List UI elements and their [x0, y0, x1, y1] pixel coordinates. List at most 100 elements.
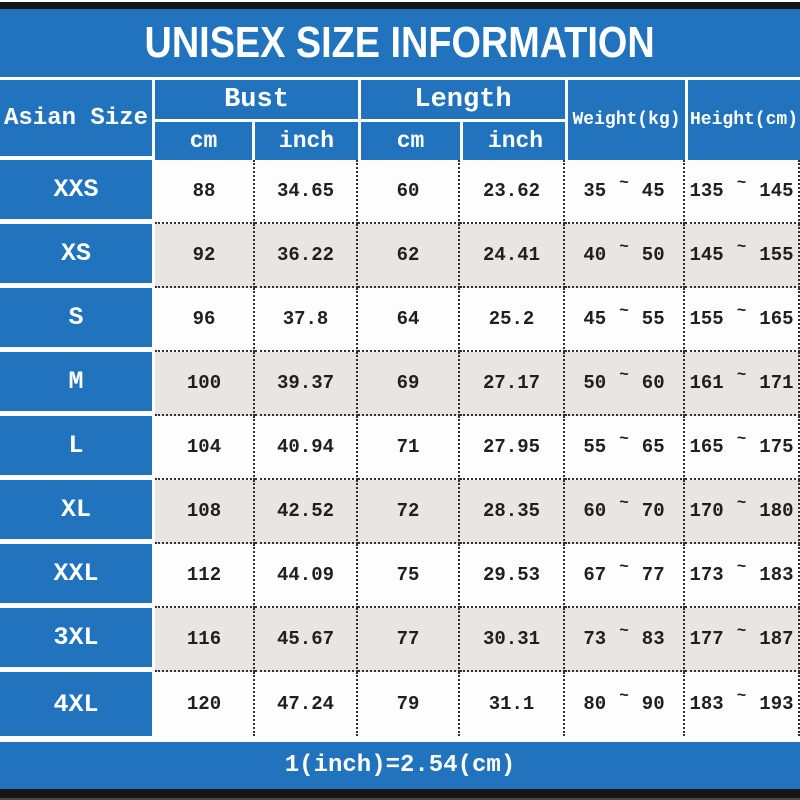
table-row: L 104 40.94 71 27.95 55 ~65 165 ~175	[0, 416, 800, 480]
length-inch-cell: 31.1	[460, 672, 565, 736]
bust-inch-cell: 45.67	[255, 608, 358, 672]
header-divider	[0, 77, 800, 80]
bust-cm-cell: 112	[155, 544, 255, 608]
range-tilde: ~	[736, 366, 747, 384]
range-tilde: ~	[736, 622, 747, 640]
bust-inch-header: inch	[278, 128, 335, 154]
bust-inch-cell: 34.65	[255, 160, 358, 224]
table-row: XL 108 42.52 72 28.35 60 ~70 170 ~180	[0, 480, 800, 544]
weight-range-cell: 45 ~55	[565, 288, 685, 352]
bust-inch-cell: 47.24	[255, 672, 358, 736]
range-tilde: ~	[619, 174, 629, 192]
size-cell: XS	[0, 224, 155, 288]
bust-inch-cell: 39.37	[255, 352, 358, 416]
length-cm-header: cm	[361, 122, 463, 160]
size-label: L	[68, 431, 84, 460]
length-inch-cell: 24.41	[460, 224, 565, 288]
range-tilde: ~	[619, 238, 629, 256]
length-cm-cell: 77	[358, 608, 460, 672]
bust-cm-cell: 104	[155, 416, 255, 480]
size-label: 4XL	[53, 689, 99, 719]
length-inch-cell: 27.95	[460, 416, 565, 480]
height-header-cell: Height(cm)	[685, 80, 800, 160]
table-row: 3XL 116 45.67 77 30.31 73 ~83 177 ~187	[0, 608, 800, 672]
weight-range-cell: 35 ~45	[565, 160, 685, 224]
size-label: XL	[60, 495, 91, 524]
conversion-note-bar: 1(inch)=2.54(cm)	[0, 742, 800, 789]
range-tilde: ~	[736, 687, 747, 705]
top-border-strip	[0, 0, 800, 9]
range-tilde: ~	[619, 622, 629, 640]
length-cm-cell: 69	[358, 352, 460, 416]
bottom-border-strip	[0, 789, 800, 800]
bust-inch-cell: 37.8	[255, 288, 358, 352]
size-cell: XXL	[0, 544, 155, 608]
size-cell: 4XL	[0, 672, 155, 736]
range-tilde: ~	[736, 430, 747, 448]
weight-range-cell: 40 ~50	[565, 224, 685, 288]
asian-size-header-cell: Asian Size	[0, 80, 155, 160]
range-tilde: ~	[619, 430, 629, 448]
size-cell: XL	[0, 480, 155, 544]
size-cell: M	[0, 352, 155, 416]
height-range-cell: 161 ~171	[685, 352, 800, 416]
table-row: XS 92 36.22 62 24.41 40 ~50 145 ~155	[0, 224, 800, 288]
range-tilde: ~	[736, 238, 747, 256]
range-tilde: ~	[736, 494, 747, 512]
length-header-group: Length cm inch	[358, 80, 565, 160]
length-inch-cell: 27.17	[460, 352, 565, 416]
bust-cm-cell: 96	[155, 288, 255, 352]
length-cm-cell: 75	[358, 544, 460, 608]
length-cm-cell: 62	[358, 224, 460, 288]
length-inch-cell: 23.62	[460, 160, 565, 224]
bust-inch-cell: 40.94	[255, 416, 358, 480]
size-label: XXL	[53, 559, 99, 588]
height-range-cell: 173 ~183	[685, 544, 800, 608]
weight-range-cell: 73 ~83	[565, 608, 685, 672]
bust-cm-header: cm	[155, 122, 255, 160]
height-range-cell: 177 ~187	[685, 608, 800, 672]
bust-cm-cell: 116	[155, 608, 255, 672]
height-range-cell: 165 ~175	[685, 416, 800, 480]
size-cell: S	[0, 288, 155, 352]
length-inch-cell: 30.31	[460, 608, 565, 672]
weight-range-cell: 67 ~77	[565, 544, 685, 608]
size-label: M	[68, 367, 84, 396]
size-cell: XXS	[0, 160, 155, 224]
size-label: XS	[60, 239, 91, 268]
footer-divider	[0, 736, 800, 742]
height-range-cell: 145 ~155	[685, 224, 800, 288]
table-row: S 96 37.8 64 25.2 45 ~55 155 ~165	[0, 288, 800, 352]
range-tilde: ~	[619, 558, 629, 576]
table-header: Asian Size Bust cm inch Length cm inch W…	[0, 80, 800, 160]
bust-cm-cell: 100	[155, 352, 255, 416]
weight-range-cell: 55 ~65	[565, 416, 685, 480]
height-range-cell: 155 ~165	[685, 288, 800, 352]
length-cm-cell: 79	[358, 672, 460, 736]
size-label: 3XL	[53, 623, 99, 652]
range-tilde: ~	[619, 494, 629, 512]
size-label: S	[68, 303, 84, 332]
length-inch-cell: 25.2	[460, 288, 565, 352]
page-title: UNISEX SIZE INFORMATION	[144, 18, 656, 67]
weight-range-cell: 50 ~60	[565, 352, 685, 416]
range-tilde: ~	[619, 366, 629, 384]
table-row: M 100 39.37 69 27.17 50 ~60 161 ~171	[0, 352, 800, 416]
range-tilde: ~	[736, 174, 747, 192]
bust-cm-cell: 108	[155, 480, 255, 544]
length-inch-cell: 29.53	[460, 544, 565, 608]
bust-cm-cell: 92	[155, 224, 255, 288]
size-cell: L	[0, 416, 155, 480]
range-tilde: ~	[619, 302, 629, 320]
length-cm-cell: 72	[358, 480, 460, 544]
bust-inch-cell: 44.09	[255, 544, 358, 608]
table-body: XXS 88 34.65 60 23.62 35 ~45 135 ~145 XS 9…	[0, 160, 800, 736]
range-tilde: ~	[736, 558, 747, 576]
table-row: XXL 112 44.09 75 29.53 67 ~77 173 ~183	[0, 544, 800, 608]
length-cm-cell: 60	[358, 160, 460, 224]
table-row: XXS 88 34.65 60 23.62 35 ~45 135 ~145	[0, 160, 800, 224]
bust-header-label: Bust	[155, 80, 358, 122]
bust-cm-cell: 88	[155, 160, 255, 224]
title-banner: UNISEX SIZE INFORMATION	[0, 9, 800, 77]
